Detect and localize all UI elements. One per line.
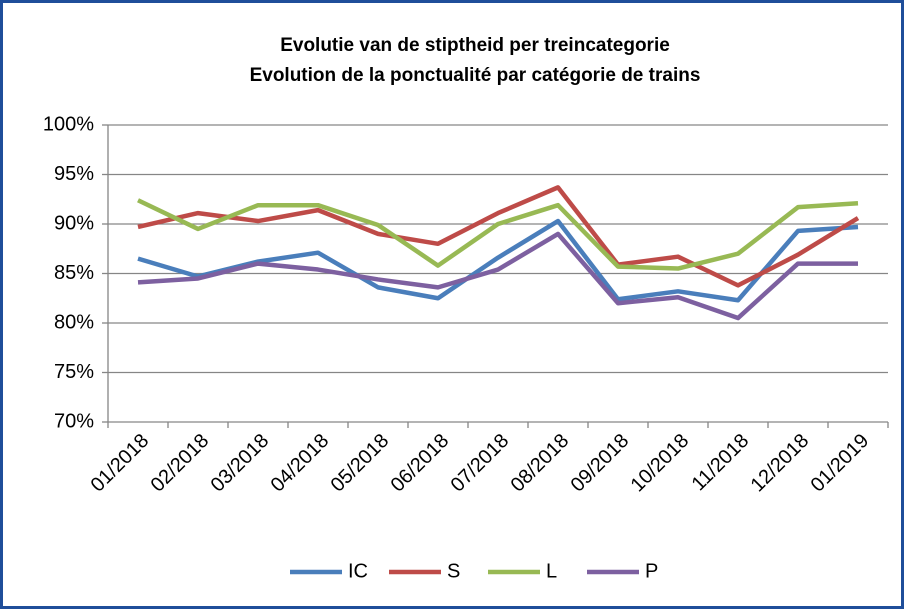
y-tick-label: 95% (54, 163, 94, 185)
y-tick-label: 80% (54, 311, 94, 333)
legend-label: L (546, 560, 557, 582)
series-line (137, 231, 858, 321)
legend-label: IC (348, 560, 368, 582)
y-tick-label: 75% (54, 361, 94, 383)
y-tick-label: 100% (43, 113, 94, 135)
y-tick-label: 70% (54, 410, 94, 432)
series-line (137, 198, 859, 271)
chart-subtitle: Evolution de la ponctualité par catégori… (250, 65, 701, 86)
legend-label: P (645, 560, 658, 582)
y-tick-label: 85% (54, 262, 94, 284)
legend-label: S (447, 560, 460, 582)
series-line (137, 185, 860, 288)
y-tick-label: 90% (54, 212, 94, 234)
chart-title: Evolutie van de stiptheid per treincateg… (280, 35, 670, 56)
